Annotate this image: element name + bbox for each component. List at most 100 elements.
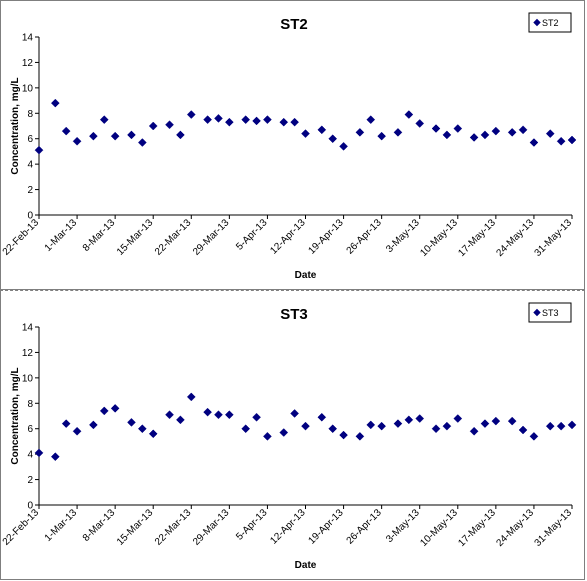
data-point xyxy=(50,452,60,462)
data-point xyxy=(377,131,386,141)
data-point xyxy=(252,116,261,126)
x-tick-label: 17-May-13 xyxy=(456,507,498,549)
x-tick-label: 19-Apr-13 xyxy=(306,217,346,257)
x-tick-label: 12-Apr-13 xyxy=(268,217,308,257)
data-point xyxy=(339,430,348,440)
data-point xyxy=(186,392,196,402)
x-axis-label: Date xyxy=(295,270,317,281)
x-tick-label: 31-May-13 xyxy=(533,507,575,549)
data-point xyxy=(415,414,425,423)
data-point xyxy=(214,114,223,123)
data-point xyxy=(110,131,120,141)
data-point xyxy=(480,419,490,428)
legend-label: ST2 xyxy=(542,18,559,28)
data-point xyxy=(176,415,185,425)
data-point xyxy=(263,431,272,441)
data-point xyxy=(225,410,234,420)
data-point xyxy=(328,424,338,434)
data-point xyxy=(507,128,517,137)
y-tick-label: 6 xyxy=(27,424,33,435)
x-tick-label: 8-Mar-13 xyxy=(81,507,118,544)
x-tick-label: 26-Apr-13 xyxy=(345,507,385,547)
data-point xyxy=(127,418,136,427)
data-point xyxy=(556,136,566,146)
data-point xyxy=(529,138,539,147)
data-point xyxy=(252,412,261,422)
data-point xyxy=(567,135,577,145)
data-point xyxy=(518,425,528,435)
data-point xyxy=(317,125,327,135)
data-point xyxy=(453,124,463,133)
chart-title: ST2 xyxy=(280,16,308,33)
x-tick-label: 17-May-13 xyxy=(456,217,498,259)
data-point xyxy=(137,138,147,147)
data-point xyxy=(431,424,441,434)
data-point xyxy=(393,419,403,428)
x-tick-label: 10-May-13 xyxy=(418,507,460,549)
chart-title: ST3 xyxy=(280,306,308,323)
x-tick-label: 29-Mar-13 xyxy=(191,507,232,548)
data-point xyxy=(99,115,109,124)
x-tick-label: 24-May-13 xyxy=(494,507,536,549)
x-axis-label: Date xyxy=(295,560,317,571)
data-point xyxy=(148,429,158,439)
x-tick-label: 15-Mar-13 xyxy=(115,217,156,258)
data-point xyxy=(89,131,98,141)
data-point xyxy=(61,126,71,136)
x-tick-label: 15-Mar-13 xyxy=(115,507,156,548)
data-point xyxy=(99,406,109,416)
data-point xyxy=(34,448,44,458)
data-point xyxy=(404,110,414,119)
data-point xyxy=(431,124,441,133)
data-point xyxy=(366,420,376,430)
y-tick-label: 6 xyxy=(27,134,33,145)
x-tick-label: 8-Mar-13 xyxy=(81,217,118,254)
y-axis-label: Concentration, mg/L xyxy=(10,77,21,174)
data-point xyxy=(225,117,234,127)
data-point xyxy=(263,115,272,124)
x-tick-label: 10-May-13 xyxy=(418,217,460,259)
data-point xyxy=(355,431,365,441)
data-point xyxy=(214,410,223,420)
y-tick-label: 0 xyxy=(27,501,33,512)
y-axis-label: Concentration, mg/L xyxy=(10,367,21,464)
y-tick-label: 10 xyxy=(22,373,34,384)
y-tick-label: 14 xyxy=(22,323,34,334)
x-tick-label: 1-Mar-13 xyxy=(43,507,80,544)
data-point xyxy=(165,120,174,130)
x-tick-label: 22-Mar-13 xyxy=(153,217,194,258)
data-point xyxy=(469,426,479,436)
y-tick-label: 12 xyxy=(22,348,34,359)
data-point xyxy=(241,424,251,434)
y-tick-label: 0 xyxy=(27,211,33,222)
data-point xyxy=(453,414,463,423)
data-point xyxy=(480,130,490,140)
data-point xyxy=(89,420,98,430)
data-point xyxy=(491,126,501,136)
data-point xyxy=(377,421,386,431)
y-tick-label: 2 xyxy=(27,185,33,196)
y-tick-label: 8 xyxy=(27,399,33,410)
data-point xyxy=(518,125,528,135)
y-tick-label: 10 xyxy=(22,83,34,94)
data-point xyxy=(279,428,289,437)
data-point xyxy=(442,421,452,431)
data-point xyxy=(404,415,414,425)
y-tick-label: 4 xyxy=(27,450,33,461)
data-point xyxy=(545,129,555,138)
y-tick-label: 8 xyxy=(27,109,33,120)
data-point xyxy=(507,416,517,426)
y-tick-label: 2 xyxy=(27,475,33,486)
x-tick-label: 19-Apr-13 xyxy=(306,507,346,547)
data-point xyxy=(355,128,365,137)
data-point xyxy=(34,145,44,155)
data-point xyxy=(469,133,479,142)
legend-marker xyxy=(533,308,541,317)
data-point xyxy=(545,421,555,431)
data-point xyxy=(165,410,174,420)
data-point xyxy=(301,129,310,138)
data-point xyxy=(366,115,376,124)
x-tick-label: 3-May-13 xyxy=(384,507,422,545)
